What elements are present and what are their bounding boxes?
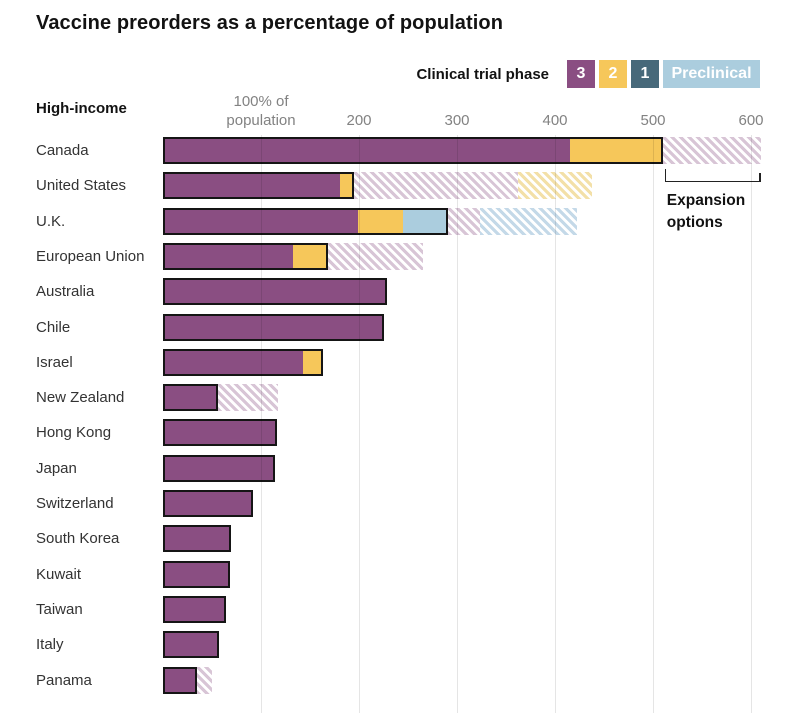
axis-tick-label-300: 300 [444, 112, 470, 129]
bar-confirmed-outline [163, 454, 275, 482]
bar-segment-confirmed-phase-3 [163, 631, 219, 659]
country-label: Japan [36, 459, 77, 477]
legend-item-phase-3: 3 [567, 60, 595, 88]
bar-confirmed-outline [163, 560, 230, 588]
bar-segment-confirmed-phase-2 [293, 242, 328, 270]
expansion-bracket-b-bottom [664, 180, 761, 182]
axis-tick-label-400: 400 [542, 112, 568, 129]
bar-segment-confirmed-phase-3 [163, 490, 254, 517]
bar-confirmed-outline [163, 278, 388, 306]
gridline-500 [653, 135, 654, 713]
bar-segment-expansion-phase-3 [354, 172, 518, 200]
legend: Clinical trial phase 3 2 1 Preclinical [416, 60, 760, 88]
bar-segment-expansion-phase-3 [217, 384, 278, 412]
bar-segment-expansion-phase-3 [197, 666, 212, 694]
bar-segment-expansion-phase-3 [662, 137, 761, 164]
country-label: Kuwait [36, 565, 82, 583]
country-label: Italy [36, 636, 64, 654]
country-label: Switzerland [36, 495, 114, 512]
bar-confirmed-outline [163, 525, 231, 553]
expansion-bracket [664, 169, 761, 182]
country-label: United States [36, 177, 127, 195]
country-label: Hong Kong [36, 424, 112, 442]
bar-confirmed-outline [163, 419, 277, 447]
legend-title: Clinical trial phase [416, 65, 549, 83]
country-label: Panama [36, 671, 92, 689]
legend-item-phase-preclinical: Preclinical [663, 60, 760, 88]
bar-segment-confirmed-phase-3 [163, 172, 341, 200]
bar-segment-expansion-phase-2 [517, 172, 593, 200]
bar-segment-confirmed-phase-3 [163, 384, 218, 412]
bar-confirmed-outline [163, 595, 226, 623]
bar-confirmed-outline [163, 137, 663, 164]
bar-segment-confirmed-phase-preclinical [403, 207, 449, 235]
bar-confirmed-outline [163, 490, 254, 517]
bar-segment-confirmed-phase-3 [163, 525, 231, 553]
bar-confirmed-outline [163, 242, 328, 270]
bar-segment-expansion-phase-3 [448, 207, 480, 235]
country-label: Chile [36, 318, 71, 336]
bar-confirmed-outline [163, 666, 198, 694]
bar-segment-confirmed-phase-2 [569, 137, 663, 164]
bar-segment-confirmed-phase-3 [163, 242, 294, 270]
bar-confirmed-outline [163, 172, 355, 200]
bar-segment-confirmed-phase-3 [163, 137, 570, 164]
expansion-bracket-b-left [664, 169, 667, 182]
bar-segment-confirmed-phase-2 [340, 172, 355, 200]
bar-segment-confirmed-phase-3 [163, 560, 230, 588]
expansion-bracket-b-right [759, 173, 761, 182]
country-label: South Korea [36, 530, 120, 548]
axis-tick-label-200: 200 [346, 112, 372, 129]
country-label: U.K. [36, 212, 66, 230]
bar-segment-confirmed-phase-3 [163, 207, 359, 235]
bar-confirmed-outline [163, 313, 385, 341]
bar-segment-confirmed-phase-3 [163, 666, 198, 694]
bar-segment-confirmed-phase-2 [303, 348, 323, 376]
bar-segment-confirmed-phase-3 [163, 595, 226, 623]
bar-segment-confirmed-phase-3 [163, 278, 388, 306]
bar-confirmed-outline [163, 207, 449, 235]
group-label: High-income [36, 100, 127, 117]
expansion-annotation: Expansion options [666, 192, 746, 231]
bar-confirmed-outline [163, 348, 323, 376]
axis-tick-label-100: 100% of population [226, 93, 296, 129]
country-label: Canada [36, 142, 89, 159]
bar-segment-confirmed-phase-3 [163, 419, 277, 447]
country-label: Israel [36, 353, 73, 371]
axis-tick-label-500: 500 [640, 112, 666, 129]
bar-segment-expansion-phase-preclinical [479, 207, 577, 235]
chart-title: Vaccine preorders as a percentage of pop… [36, 12, 504, 34]
country-label: European Union [36, 247, 145, 265]
country-label: Australia [36, 283, 95, 301]
bar-segment-confirmed-phase-2 [358, 207, 404, 235]
axis-tick-label-600: 600 [738, 112, 764, 129]
bar-segment-confirmed-phase-3 [163, 348, 304, 376]
bar-segment-confirmed-phase-3 [163, 454, 275, 482]
bar-segment-confirmed-phase-3 [163, 313, 385, 341]
bar-segment-expansion-phase-3 [327, 242, 423, 270]
country-label: Taiwan [36, 600, 83, 618]
bar-confirmed-outline [163, 631, 219, 659]
bar-confirmed-outline [163, 384, 218, 412]
legend-item-phase-2: 2 [599, 60, 627, 88]
legend-item-phase-1: 1 [631, 60, 659, 88]
country-label: New Zealand [36, 389, 125, 407]
